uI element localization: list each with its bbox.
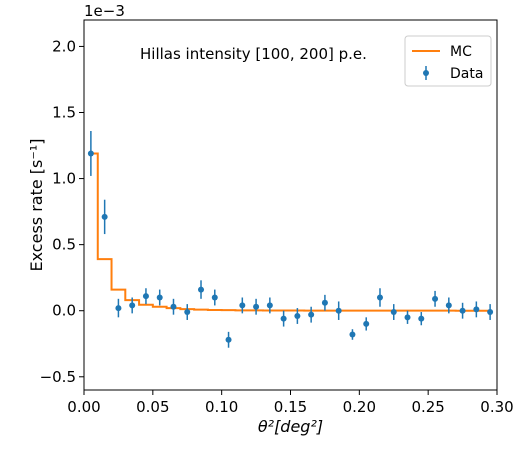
- data-point: [459, 307, 466, 314]
- data-point: [266, 302, 273, 309]
- y-offset-label: 1e−3: [84, 2, 125, 20]
- data-point: [239, 302, 246, 309]
- y-tick-label: 0.5: [52, 236, 76, 254]
- chart-title: Hillas intensity [100, 200] p.e.: [140, 45, 367, 63]
- data-point: [321, 299, 328, 306]
- data-point: [156, 294, 163, 301]
- data-point: [225, 336, 232, 343]
- data-point: [473, 306, 480, 313]
- y-axis-label: Excess rate [s⁻¹]: [27, 139, 46, 272]
- legend-mc-label: MC: [450, 44, 472, 60]
- plot-area: [87, 131, 494, 348]
- data-point: [363, 320, 370, 327]
- data-point: [445, 302, 452, 309]
- data-point: [101, 213, 108, 220]
- y-axis: −0.5 0.0 0.5 1.0 1.5 2.0: [40, 37, 84, 386]
- data-point: [198, 286, 205, 293]
- data-point: [487, 309, 494, 316]
- x-tick-label: 0.15: [274, 398, 307, 416]
- x-tick-label: 0.25: [411, 398, 444, 416]
- legend-data-marker: [423, 70, 429, 76]
- data-point: [349, 331, 356, 338]
- data-point: [170, 303, 177, 310]
- legend-data-label: Data: [450, 66, 483, 82]
- y-tick-label: −0.5: [40, 368, 76, 386]
- data-point: [129, 302, 136, 309]
- y-tick-label: 0.0: [52, 302, 76, 320]
- data-point: [294, 313, 301, 319]
- data-point: [280, 315, 287, 322]
- data-point: [253, 303, 260, 310]
- data-point: [87, 150, 94, 157]
- mc-step-line: [90, 152, 491, 312]
- x-axis: 0.00 0.05 0.10 0.15 0.20 0.25 0.30: [67, 390, 514, 416]
- x-tick-label: 0.30: [480, 398, 513, 416]
- data-point: [404, 314, 411, 321]
- y-tick-label: 1.5: [52, 104, 76, 122]
- data-point: [308, 311, 315, 318]
- data-point: [335, 307, 342, 314]
- data-point: [211, 294, 218, 301]
- data-point: [115, 305, 122, 312]
- y-tick-label: 2.0: [52, 37, 76, 55]
- data-point: [418, 315, 425, 322]
- data-point: [184, 309, 191, 316]
- x-axis-label: θ²[deg²]: [258, 417, 323, 436]
- x-tick-label: 0.05: [136, 398, 169, 416]
- x-tick-label: 0.10: [205, 398, 238, 416]
- x-tick-label: 0.20: [343, 398, 376, 416]
- legend: MC Data: [404, 35, 492, 87]
- data-point: [142, 293, 149, 300]
- data-point: [376, 294, 383, 301]
- x-tick-label: 0.00: [67, 398, 100, 416]
- data-point: [432, 295, 439, 302]
- y-tick-label: 1.0: [52, 170, 76, 188]
- data-point: [390, 309, 397, 316]
